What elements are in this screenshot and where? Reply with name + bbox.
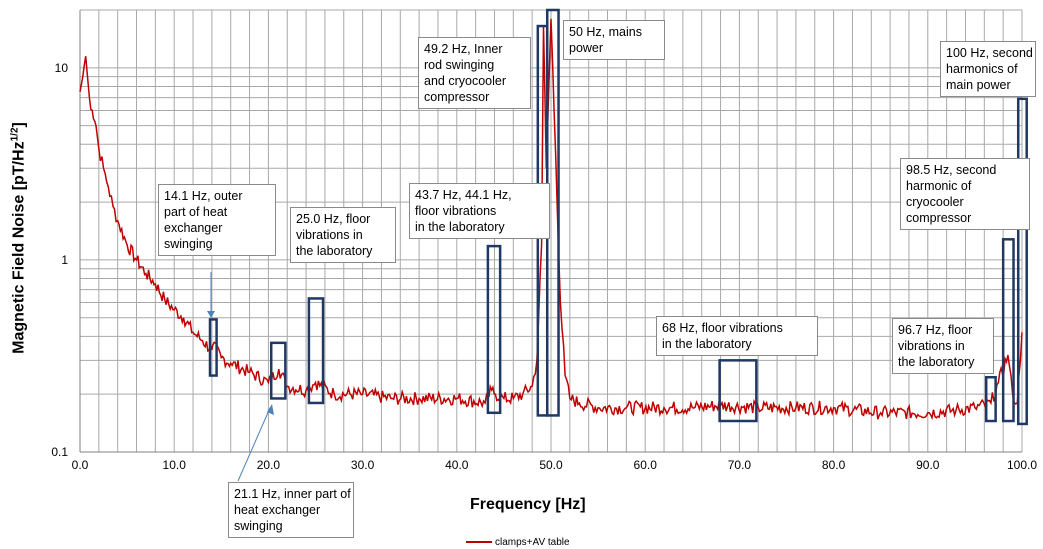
- annotation-96hz: 96.7 Hz, floor vibrations in the laborator…: [892, 318, 994, 374]
- annotation-98hz: 98.5 Hz, second harmonic of cryocooler comp…: [900, 158, 1030, 230]
- x-tick-label: 90.0: [916, 458, 940, 472]
- y-axis-label: Magnetic Field Noise [pT/Hz1/2]: [9, 122, 28, 354]
- annotation-50hz: 50 Hz, mains power: [563, 20, 665, 60]
- legend-label: clamps+AV table: [495, 537, 570, 548]
- annotation-line: the laboratory: [898, 355, 975, 369]
- annotation-line: harmonic of: [906, 179, 972, 193]
- annotation-line: exchanger: [164, 221, 223, 235]
- annotation-line: rod swinging: [424, 58, 495, 72]
- annotation-line: cryocooler: [906, 195, 964, 209]
- annotation-line: power: [569, 41, 604, 55]
- annotation-line: the laboratory: [296, 244, 373, 258]
- annotation-68hz: 68 Hz, floor vibrations in the laboratory: [656, 316, 818, 356]
- x-tick-label: 30.0: [351, 458, 375, 472]
- annotation-line: 98.5 Hz, second: [906, 163, 997, 177]
- x-tick-label: 40.0: [445, 458, 469, 472]
- y-tick-label: 0.1: [51, 445, 68, 459]
- annotation-49hz: 49.2 Hz, Inner rod swinging and cryocooler…: [418, 37, 531, 109]
- peak-marker-box: [307, 297, 325, 405]
- annotation-21hz: 21.1 Hz, inner part of heat exchanger swin…: [228, 482, 354, 538]
- annotation-line: vibrations in: [296, 228, 363, 242]
- peak-marker-box: [984, 375, 997, 423]
- x-tick-label: 20.0: [257, 458, 281, 472]
- annotation-line: floor vibrations: [415, 204, 497, 218]
- annotation-line: compressor: [424, 90, 490, 104]
- x-tick-label: 80.0: [822, 458, 846, 472]
- annotation-line: vibrations in: [898, 339, 965, 353]
- legend: clamps+AV table: [466, 537, 570, 548]
- x-tick-label: 60.0: [634, 458, 658, 472]
- annotation-line: heat exchanger: [234, 503, 321, 517]
- annotation-line: compressor: [906, 211, 972, 225]
- x-tick-label: 70.0: [728, 458, 752, 472]
- x-tick-label: 50.0: [539, 458, 563, 472]
- annotation-25hz: 25.0 Hz, floor vibrations in the laborator…: [290, 207, 396, 263]
- x-tick-label: 10.0: [163, 458, 187, 472]
- annotation-line: 14.1 Hz, outer: [164, 189, 243, 203]
- annotation-line: part of heat: [164, 205, 228, 219]
- annotation-line: swinging: [234, 519, 283, 533]
- callout-arrow-21hz: [237, 407, 271, 482]
- peak-marker-box: [486, 244, 502, 415]
- y-tick-label: 1: [61, 253, 68, 267]
- y-tick-label: 10: [55, 61, 69, 75]
- annotation-line: 68 Hz, floor vibrations: [662, 321, 783, 335]
- annotation-line: and cryocooler: [424, 74, 506, 88]
- annotation-line: 100 Hz, second: [946, 46, 1033, 60]
- annotation-line: swinging: [164, 237, 213, 251]
- annotation-line: in the laboratory: [415, 220, 505, 234]
- annotation-line: 21.1 Hz, inner part of: [234, 487, 351, 501]
- annotation-100hz: 100 Hz, second harmonics of main power: [940, 41, 1036, 97]
- annotation-line: main power: [946, 78, 1011, 92]
- annotation-line: harmonics of: [946, 62, 1018, 76]
- annotation-line: 50 Hz, mains: [569, 25, 642, 39]
- peak-marker-box: [1016, 97, 1028, 426]
- legend-swatch: [466, 541, 492, 544]
- peak-marker-box: [269, 341, 287, 400]
- y-axis-label-wrapper: Magnetic Field Noise [pT/Hz1/2]: [6, 58, 32, 418]
- peak-marker-box: [718, 359, 758, 423]
- x-axis-label: Frequency [Hz]: [470, 496, 586, 513]
- annotation-line: 25.0 Hz, floor: [296, 212, 371, 226]
- x-tick-label: 100.0: [1007, 458, 1037, 472]
- x-tick-label: 0.0: [72, 458, 89, 472]
- annotation-line: in the laboratory: [662, 337, 752, 351]
- annotation-line: 49.2 Hz, Inner: [424, 42, 503, 56]
- peak-marker-box: [1001, 238, 1015, 423]
- callout-arrowhead-14hz: [207, 311, 215, 318]
- peak-marker-box: [208, 318, 218, 377]
- annotation-line: 96.7 Hz, floor: [898, 323, 973, 337]
- callout-arrowhead-21hz: [267, 404, 274, 415]
- annotation-line: 43.7 Hz, 44.1 Hz,: [415, 188, 512, 202]
- annotation-14hz: 14.1 Hz, outer part of heat exchanger swing…: [158, 184, 276, 256]
- annotation-44hz: 43.7 Hz, 44.1 Hz, floor vibrations in the …: [409, 183, 550, 239]
